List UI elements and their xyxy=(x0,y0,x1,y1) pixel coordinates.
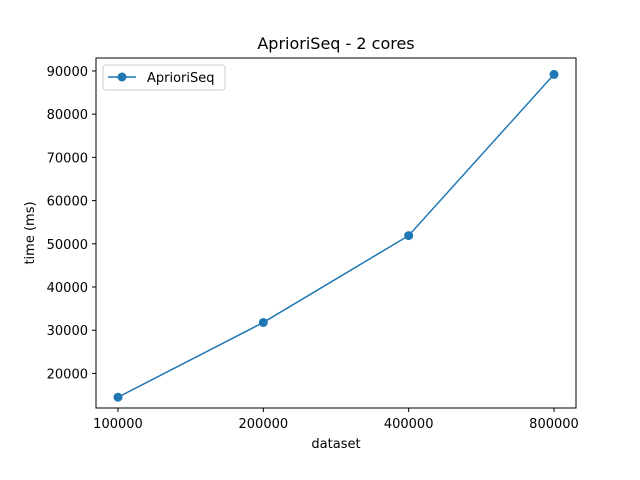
plot-frame xyxy=(95,57,577,409)
x-tick-label: 200000 xyxy=(239,417,289,432)
y-tick-label: 90000 xyxy=(47,65,88,80)
data-point xyxy=(549,69,559,79)
series-line xyxy=(117,73,555,398)
legend-label: AprioriSeq xyxy=(147,71,215,86)
axis-ticks: 100000 200000 400000 800000 20000 30000 40000 5… xyxy=(47,65,579,432)
y-tick-label: 80000 xyxy=(47,108,88,123)
legend-marker xyxy=(117,72,127,82)
chart-title: AprioriSeq - 2 cores xyxy=(257,34,414,53)
legend-box xyxy=(102,64,226,91)
y-tick-label: 60000 xyxy=(47,195,88,210)
legend: AprioriSeq xyxy=(102,64,226,91)
x-tick-label: 100000 xyxy=(93,417,143,432)
data-point xyxy=(113,392,123,402)
x-tick-label: 400000 xyxy=(384,417,434,432)
y-tick-label: 70000 xyxy=(47,151,88,166)
y-axis-label: time (ms) xyxy=(23,201,38,264)
x-axis-label: dataset xyxy=(311,437,360,452)
y-tick-label: 50000 xyxy=(47,238,88,253)
y-tick-label: 40000 xyxy=(47,281,88,296)
plot-area xyxy=(96,58,576,408)
series-layer xyxy=(113,69,559,402)
x-tick-label: 800000 xyxy=(529,417,579,432)
data-point xyxy=(258,317,268,327)
data-point xyxy=(404,231,414,241)
y-tick-label: 20000 xyxy=(47,367,88,382)
y-tick-label: 30000 xyxy=(47,324,88,339)
